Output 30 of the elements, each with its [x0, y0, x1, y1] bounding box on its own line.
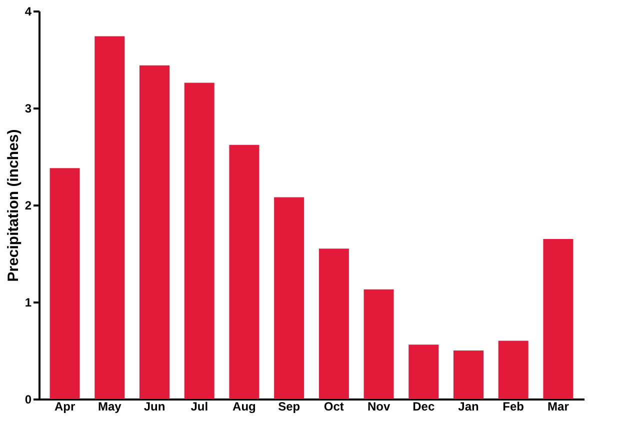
bar	[274, 197, 304, 399]
x-tick-label: Mar	[548, 400, 570, 414]
bar	[50, 168, 80, 399]
y-tick-label: 1	[24, 296, 32, 310]
bar	[364, 289, 394, 399]
x-tick-label: Nov	[367, 400, 390, 414]
y-tick-label: 3	[24, 102, 32, 116]
x-tick-label: Jan	[458, 400, 479, 414]
bar	[184, 82, 214, 399]
bar	[140, 65, 170, 399]
bar	[453, 350, 484, 399]
bar	[543, 238, 574, 399]
x-tick-label: Jun	[144, 400, 166, 414]
y-tick-label: 0	[24, 392, 32, 406]
y-axis-title: Precipitation (inches)	[4, 129, 22, 282]
bar	[408, 344, 439, 399]
x-tick-label: Sep	[278, 400, 300, 414]
y-tick-label: 2	[24, 198, 32, 212]
x-tick-label: Dec	[412, 400, 435, 414]
x-tick-label: Feb	[502, 400, 524, 414]
bar	[318, 248, 349, 399]
x-tick-label: May	[98, 400, 122, 414]
x-tick-label: Oct	[324, 400, 344, 414]
x-tick-label: Aug	[232, 400, 256, 414]
bar	[94, 36, 125, 399]
x-tick-label: Jul	[190, 400, 208, 414]
y-tick-label: 4	[24, 4, 32, 18]
bar	[498, 340, 528, 399]
x-tick-label: Apr	[54, 400, 76, 414]
bar	[229, 144, 260, 399]
